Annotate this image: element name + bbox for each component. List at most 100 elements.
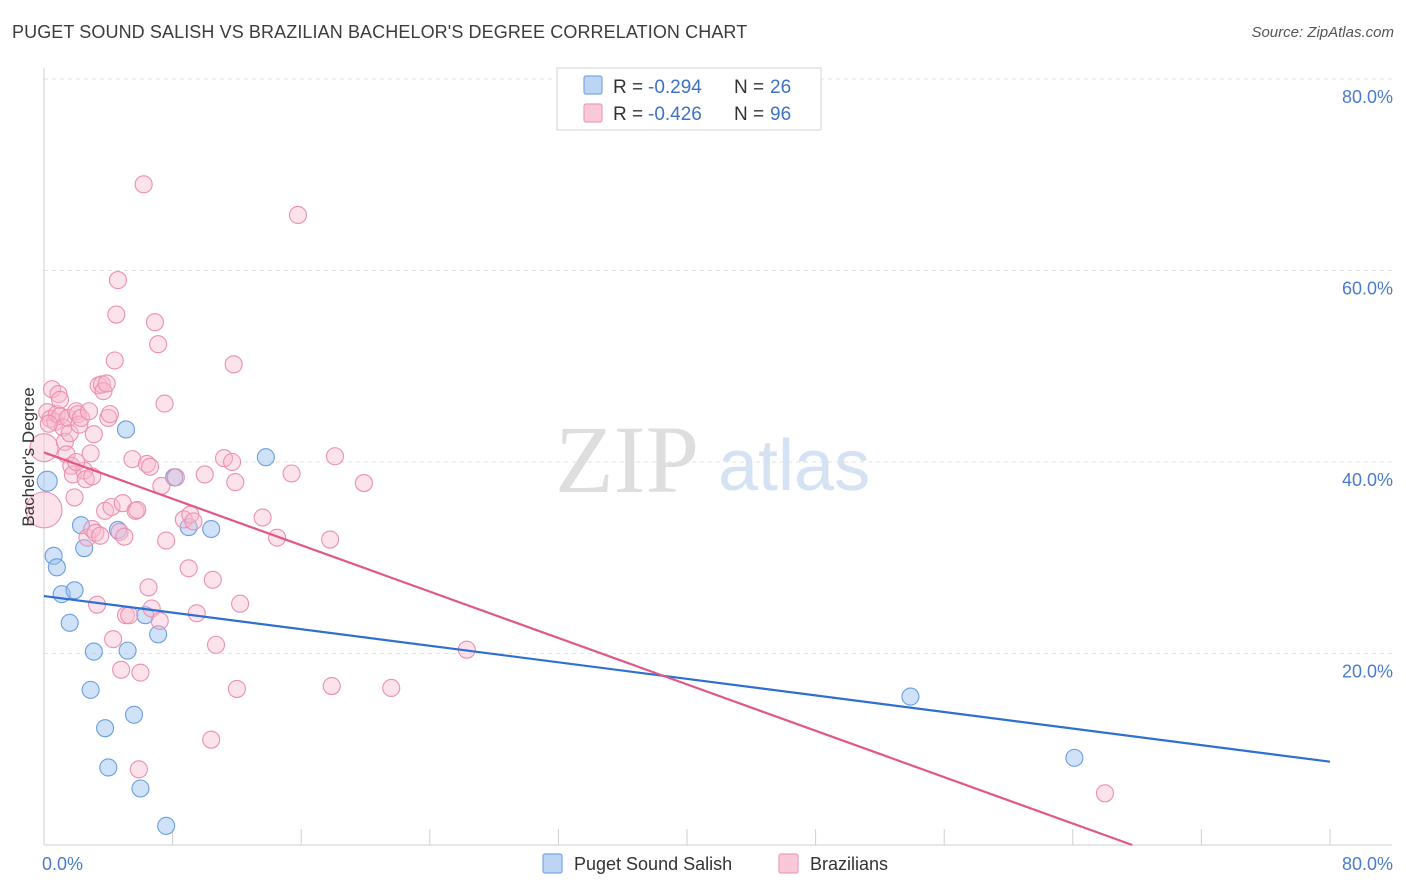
data-point-puget (81, 680, 100, 699)
data-point-brazilians (123, 450, 142, 469)
x-tick-label-max: 80.0% (1342, 854, 1393, 874)
data-point-brazilians (84, 425, 103, 444)
data-point-brazilians (166, 468, 185, 487)
y-tick-label-80: 80.0% (1342, 87, 1393, 107)
data-point-puget (149, 625, 168, 644)
data-point-brazilians (131, 663, 150, 682)
legend-r-value-brazilians: -0.426 (648, 104, 702, 125)
legend-r-value-puget: -0.294 (648, 77, 702, 98)
data-point-puget (202, 519, 221, 539)
data-point-brazilians (149, 335, 168, 354)
data-point-brazilians (179, 559, 198, 578)
data-points (25, 175, 1114, 835)
data-point-brazilians (120, 606, 139, 625)
legend-n-value-brazilians: 96 (770, 104, 791, 125)
y-tick-label-60: 60.0% (1342, 279, 1393, 299)
series-legend: Puget Sound Salish Brazilians (542, 853, 888, 874)
series-legend-swatch-puget (542, 853, 563, 874)
data-point-brazilians (224, 355, 243, 374)
data-point-brazilians (65, 488, 84, 507)
data-point-brazilians (231, 594, 250, 613)
data-point-brazilians (115, 527, 134, 546)
data-point-brazilians (134, 175, 153, 194)
source-label: Source: ZipAtlas.com (1251, 24, 1394, 41)
legend-r-label-brazilians: R = (613, 104, 643, 125)
data-point-brazilians (110, 522, 129, 541)
data-point-brazilians (226, 473, 245, 492)
data-point-puget (47, 558, 66, 577)
data-point-puget (75, 539, 94, 558)
data-point-puget (118, 641, 137, 660)
legend-r-label-puget: R = (613, 77, 643, 98)
data-point-brazilians (227, 679, 246, 698)
data-point-brazilians (150, 611, 169, 630)
legend-n-value-puget: 26 (770, 77, 791, 98)
data-point-brazilians (102, 497, 121, 517)
data-point-puget (116, 420, 136, 439)
data-point-brazilians (107, 305, 126, 324)
data-point-brazilians (100, 405, 119, 424)
data-point-brazilians (202, 730, 221, 749)
data-point-brazilians (139, 578, 158, 597)
data-point-puget (44, 546, 63, 565)
data-point-brazilians (105, 351, 124, 370)
axes (43, 68, 1392, 846)
data-point-brazilians (203, 570, 222, 589)
data-point-brazilians (104, 630, 123, 649)
data-point-puget (99, 758, 118, 777)
data-point-brazilians (91, 526, 110, 545)
data-point-brazilians (137, 454, 156, 473)
data-point-brazilians (25, 491, 63, 529)
trend-line-brazilians (43, 451, 1133, 847)
data-point-brazilians (155, 394, 174, 413)
watermark: ZIP atlas (555, 406, 870, 513)
data-point-brazilians (1095, 784, 1114, 803)
data-point-brazilians (145, 313, 164, 332)
data-point-brazilians (322, 677, 341, 696)
data-point-brazilians (79, 402, 99, 421)
y-axis-label: Bachelor's Degree (19, 387, 38, 526)
data-point-puget (256, 448, 275, 467)
legend-swatch-brazilians (583, 103, 603, 123)
data-point-brazilians (70, 415, 89, 434)
tick-labels: 20.0% 40.0% 60.0% 80.0% 0.0% 80.0% (42, 87, 1393, 874)
data-point-puget (131, 779, 150, 798)
data-point-brazilians (86, 523, 105, 542)
data-point-brazilians (128, 500, 147, 519)
grid-lines (44, 78, 1392, 654)
data-point-brazilians (382, 678, 401, 698)
data-point-puget (84, 642, 103, 661)
x-tick-label-min: 0.0% (42, 854, 83, 874)
data-point-brazilians (195, 465, 214, 484)
data-point-puget (124, 705, 144, 724)
data-point-puget (65, 581, 84, 600)
data-point-puget (901, 687, 920, 706)
watermark-atlas: atlas (718, 426, 870, 506)
series-legend-label-brazilians: Brazilians (810, 854, 888, 874)
data-point-brazilians (112, 660, 131, 679)
data-point-puget (157, 816, 176, 835)
trend-lines (43, 451, 1331, 847)
data-point-brazilians (51, 390, 70, 409)
y-tick-label-20: 20.0% (1342, 662, 1393, 682)
data-point-brazilians (184, 512, 203, 531)
data-point-brazilians (108, 271, 127, 290)
data-point-puget (60, 613, 79, 632)
legend-swatch-puget (583, 75, 603, 95)
data-point-puget (1065, 748, 1084, 767)
data-point-brazilians (187, 604, 206, 623)
chart-title: PUGET SOUND SALISH VS BRAZILIAN BACHELOR… (12, 22, 748, 42)
data-point-brazilians (223, 452, 242, 472)
data-point-brazilians (288, 205, 308, 225)
data-point-puget (36, 470, 58, 492)
data-point-brazilians (126, 501, 145, 520)
data-point-puget (96, 719, 115, 738)
data-point-brazilians (253, 508, 272, 527)
watermark-zip: ZIP (555, 406, 699, 513)
data-point-brazilians (81, 444, 100, 463)
data-point-brazilians (141, 457, 160, 476)
y-tick-label-40: 40.0% (1342, 470, 1393, 490)
series-legend-swatch-brazilians (778, 853, 799, 874)
stats-legend: R = -0.294 N = 26 R = -0.426 N = 96 (556, 67, 822, 131)
